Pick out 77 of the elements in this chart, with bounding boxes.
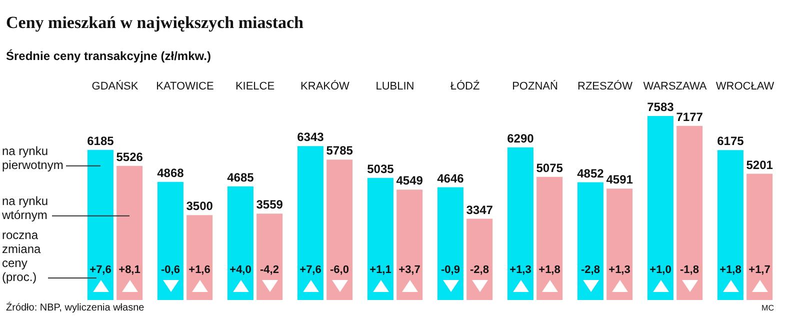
x-tick-label: LUBLIN [376, 80, 414, 92]
annotation: +1,3 [510, 264, 532, 276]
annotation: +1,0 [650, 264, 672, 276]
data-label: 5785 [326, 144, 354, 158]
chart-subtitle: Średnie ceny transakcyjne (zł/mkw.) [6, 49, 211, 63]
data-label: 4852 [577, 166, 604, 180]
text: roczna zmiana ceny (proc.) [2, 228, 42, 284]
x-tick-label: KIELCE [235, 80, 275, 92]
x-tick-label: KRAKÓW [300, 80, 350, 92]
annotation: +8,1 [118, 264, 140, 276]
text: na rynku pierwotnym [2, 144, 64, 172]
bar [87, 150, 114, 300]
bar [227, 186, 254, 300]
bar [466, 218, 493, 300]
data-label: 3347 [466, 202, 494, 217]
bar [717, 150, 744, 300]
x-tick-label: RZESZÓW [578, 80, 634, 92]
data-label: 7177 [676, 110, 704, 124]
annotation: -0,6 [161, 264, 180, 276]
data-label: 4868 [157, 166, 184, 180]
bar [507, 147, 534, 300]
annotation: -4,2 [260, 264, 279, 276]
data-label: 4591 [606, 172, 634, 187]
annotation: -2,8 [581, 264, 600, 276]
data-label: 5035 [367, 162, 394, 176]
annotation: -2,8 [470, 264, 489, 276]
data-label: 6185 [87, 134, 114, 148]
annotation: -6,0 [330, 264, 349, 276]
x-tick-label: ŁÓDŹ [450, 80, 480, 92]
data-label: 4646 [437, 171, 464, 186]
bar [256, 214, 283, 300]
data-label: 7583 [647, 100, 674, 114]
bar [396, 190, 423, 300]
data-label: 3559 [256, 198, 284, 212]
bar [437, 187, 464, 300]
bar [577, 182, 604, 300]
annotation: +1,6 [188, 264, 210, 276]
data-label: 4685 [227, 170, 254, 184]
x-tick-label: WARSZAWA [643, 80, 708, 92]
bar [116, 166, 143, 300]
bar [157, 182, 184, 300]
text: na rynku wtórnym [1, 194, 48, 222]
data-label: 5201 [746, 158, 774, 172]
bar [367, 178, 394, 300]
annotation: +7,6 [300, 264, 322, 276]
data-label: 4549 [396, 174, 424, 188]
bar [297, 146, 324, 300]
bar [186, 215, 213, 300]
bar [647, 116, 674, 300]
annotation: +1,3 [608, 264, 630, 276]
bar [326, 160, 353, 300]
text: MC [762, 304, 774, 312]
bar [536, 176, 563, 300]
data-label: 5526 [116, 150, 144, 164]
annotation: +4,0 [230, 264, 252, 276]
chart-title: Ceny mieszkań w największych miastach [6, 13, 304, 32]
text: Źródło: NBP, wyliczenia własne [6, 302, 145, 314]
x-tick-label: POZNAŃ [512, 80, 558, 92]
annotation: +1,7 [748, 264, 770, 276]
bar [746, 174, 773, 300]
annotation: -0,9 [441, 264, 460, 276]
data-label: 5075 [536, 160, 564, 175]
annotation: +1,8 [538, 264, 560, 276]
annotation: +3,7 [398, 264, 420, 276]
annotation: -1,8 [680, 264, 699, 276]
x-tick-label: WROCŁAW [716, 80, 775, 92]
bar [606, 188, 633, 300]
x-tick-label: KATOWICE [156, 80, 214, 92]
annotation: +7,6 [90, 264, 112, 276]
data-label: 3500 [186, 199, 214, 214]
data-label: 6175 [717, 134, 744, 148]
annotation: +1,8 [720, 264, 742, 276]
x-tick-label: GDAŃSK [92, 80, 139, 92]
annotation: +1,1 [370, 264, 392, 276]
bar [676, 126, 703, 300]
data-label: 6290 [507, 131, 534, 146]
data-label: 6343 [297, 130, 324, 144]
